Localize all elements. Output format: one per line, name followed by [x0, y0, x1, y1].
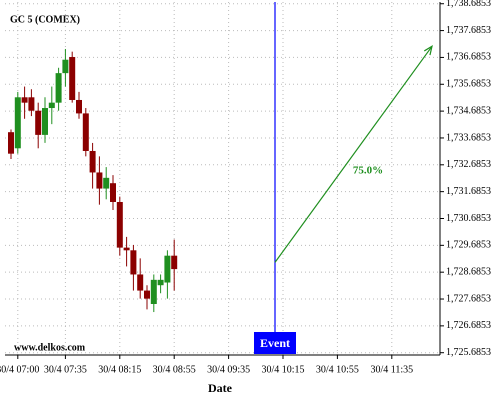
- watermark: www.delkos.com: [14, 342, 86, 353]
- chart-title: GC 5 (COMEX): [10, 14, 80, 25]
- candle-body: [110, 183, 116, 202]
- candle-body: [82, 113, 89, 151]
- arrow-head: [423, 45, 433, 56]
- event-label: Event: [260, 336, 290, 350]
- x-tick-label: 30/4 07:35: [44, 364, 87, 375]
- candle-body: [164, 255, 171, 283]
- candle-body: [137, 274, 144, 291]
- y-tick-label: 1,734.6853: [446, 105, 491, 116]
- candle-body: [62, 59, 69, 74]
- candle-body: [89, 150, 96, 173]
- candle-body: [21, 97, 28, 103]
- y-tick-label: 1,738.6853: [446, 0, 491, 9]
- candle-body: [123, 247, 130, 251]
- candle-body: [116, 201, 123, 248]
- x-tick-label: 30/4 08:55: [153, 364, 196, 375]
- y-tick-label: 1,730.6853: [446, 213, 491, 224]
- candle-body: [130, 250, 137, 275]
- candle-body: [76, 99, 82, 114]
- y-tick-label: 1,736.6853: [446, 52, 491, 63]
- candle-body: [28, 97, 35, 111]
- candle-body: [69, 57, 76, 100]
- x-tick-label: 30/4 11:35: [370, 364, 413, 375]
- candle-body: [48, 102, 55, 109]
- candle-body: [144, 290, 150, 299]
- y-tick-label: 1,727.6853: [446, 293, 491, 304]
- x-tick-label: 30/4 08:15: [98, 364, 141, 375]
- candle-body: [171, 255, 178, 270]
- candle-body: [150, 279, 157, 304]
- y-tick-label: 1,726.6853: [446, 320, 491, 331]
- y-tick-label: 1,737.6853: [446, 25, 491, 36]
- x-axis-title: Date: [208, 381, 233, 395]
- x-tick-label: 30/4 07:00: [0, 364, 39, 375]
- projection-label: 75.0%: [353, 165, 383, 177]
- candle-body: [157, 279, 164, 286]
- projection-arrow: [274, 45, 433, 263]
- candle-body: [42, 108, 48, 135]
- candle-body: [103, 177, 110, 189]
- y-tick-label: 1,731.6853: [446, 186, 491, 197]
- y-tick-label: 1,728.6853: [446, 266, 491, 277]
- candle-body: [55, 73, 62, 103]
- candle-body: [8, 132, 14, 154]
- y-tick-label: 1,729.6853: [446, 240, 491, 251]
- y-tick-label: 1,733.6853: [446, 132, 491, 143]
- y-tick-label: 1,735.6853: [446, 79, 491, 90]
- x-tick-label: 30/4 09:35: [207, 364, 250, 375]
- candle-body: [14, 97, 21, 149]
- y-tick-label: 1,725.6853: [446, 347, 491, 358]
- candle-body: [35, 110, 42, 135]
- y-tick-label: 1,732.6853: [446, 159, 491, 170]
- x-tick-label: 30/4 10:15: [261, 364, 304, 375]
- event-box: [254, 332, 296, 354]
- x-tick-label: 30/4 10:55: [316, 364, 359, 375]
- candle-body: [96, 172, 103, 189]
